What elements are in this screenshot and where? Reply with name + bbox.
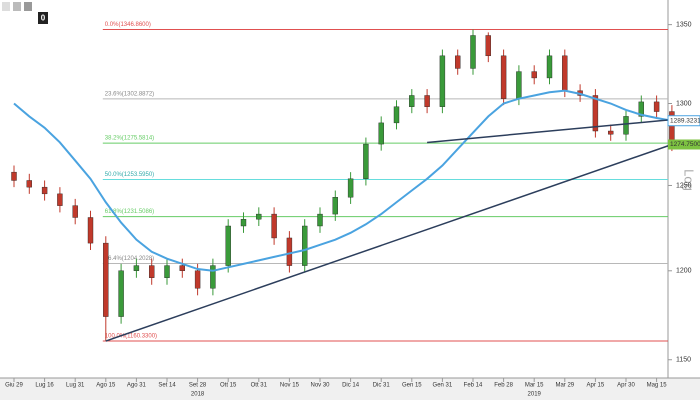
x-tick-label: Gen 31 (433, 383, 453, 389)
x-tick-label: Mag 15 (647, 383, 668, 389)
tool-icon[interactable] (2, 2, 10, 11)
moving-average (13, 89, 673, 272)
year-label: 2019 (528, 392, 542, 398)
toolbar: 0 (2, 2, 48, 24)
candle-body (439, 55, 446, 107)
candle-body (286, 237, 293, 266)
candle-body (240, 218, 247, 227)
candle-body (653, 101, 660, 112)
candle-body (179, 265, 186, 271)
ma-price-label: 1289.3231 (670, 117, 700, 124)
x-axis-band (0, 378, 700, 400)
candle-body (347, 178, 354, 198)
log-label: Log (682, 169, 697, 191)
candle-body (500, 55, 507, 99)
fib-label: 38.2%(1275.5814) (105, 136, 154, 142)
y-tick-label: 1150 (676, 357, 691, 364)
x-tick-label: Mar 15 (525, 383, 544, 389)
candle-body (133, 265, 140, 271)
candle-body (57, 193, 63, 206)
last-price-box (668, 139, 700, 150)
candle-body (531, 71, 537, 79)
x-tick-label: Ago 31 (127, 383, 147, 389)
x-tick-label: Nov 30 (310, 383, 330, 389)
fib-label: 100.0%(1160.3300) (105, 334, 157, 340)
x-tick-label: Lug 31 (66, 383, 85, 389)
candle-body (256, 213, 262, 220)
candle-body (194, 270, 201, 289)
x-tick-label: Mar 29 (555, 383, 574, 389)
candle-body (225, 225, 231, 266)
x-tick-label: Ott 31 (251, 383, 268, 389)
candle-body (148, 265, 155, 278)
candle-body (393, 106, 400, 124)
fib-label: 76.4%(1204.2028) (105, 256, 154, 262)
y-tick-label: 1350 (676, 21, 692, 28)
candle-body (470, 35, 476, 69)
x-tick-label: Giu 29 (5, 383, 23, 389)
candle-body (87, 217, 94, 244)
candle-body (546, 55, 553, 79)
x-tick-label: Apr 15 (587, 383, 605, 389)
candle-body (317, 213, 323, 227)
x-tick-label: Dic 31 (373, 383, 391, 389)
candle-body (271, 213, 277, 239)
candle-body (302, 225, 308, 266)
ma-price-box (667, 115, 700, 127)
x-tick-label: Feb 14 (464, 383, 483, 389)
fib-label: 61.8%(1231.5086) (105, 209, 154, 215)
x-tick-label: Set 28 (189, 383, 207, 389)
candle-body (164, 265, 170, 278)
candle-body (26, 180, 32, 188)
candle-body (638, 101, 644, 117)
x-tick-label: Lug 16 (35, 383, 54, 389)
fib-label: 50.0%(1253.5950) (105, 172, 154, 178)
tool-icon[interactable] (13, 2, 21, 11)
last-price-label: 1274.7500 (670, 141, 700, 148)
candle-body (332, 197, 338, 215)
candle-body (72, 205, 78, 218)
x-tick-label: Set 14 (158, 383, 176, 389)
candle-body (409, 95, 415, 107)
candle-body (424, 95, 430, 107)
candle-body (118, 270, 124, 317)
candle-body (41, 186, 48, 195)
candle-body (562, 55, 568, 91)
candle-body (608, 130, 614, 135)
x-tick-label: Gen 15 (402, 383, 422, 389)
badge-text: 0 (41, 14, 46, 23)
fib-label: 0.0%(1346.8600) (105, 22, 151, 28)
x-tick-label: Apr 30 (617, 383, 635, 389)
x-tick-label: Ott 15 (220, 383, 237, 389)
badge[interactable] (38, 12, 48, 24)
x-tick-label: Nov 15 (280, 383, 300, 389)
candle-body (378, 122, 384, 145)
candle-body (485, 35, 491, 57)
y-tick-label: 1250 (676, 182, 692, 189)
x-tick-label: Ago 15 (96, 383, 116, 389)
year-label: 2018 (191, 392, 205, 398)
x-tick-label: Dic 14 (342, 383, 360, 389)
y-tick-label: 1300 (676, 100, 692, 107)
candle-body (363, 143, 369, 179)
trendline (427, 118, 672, 144)
candle-body (103, 242, 109, 317)
candle-body (623, 116, 629, 135)
tool-icon[interactable] (24, 2, 32, 11)
trendline (105, 143, 673, 342)
candle-body (455, 55, 461, 69)
candle-body (210, 265, 216, 289)
fib-label: 23.6%(1302.8872) (105, 91, 154, 97)
candle-body (11, 171, 17, 181)
candle-body (592, 95, 599, 132)
candle-body (516, 71, 522, 99)
x-tick-label: Feb 28 (494, 383, 513, 389)
y-tick-label: 1200 (676, 268, 692, 275)
